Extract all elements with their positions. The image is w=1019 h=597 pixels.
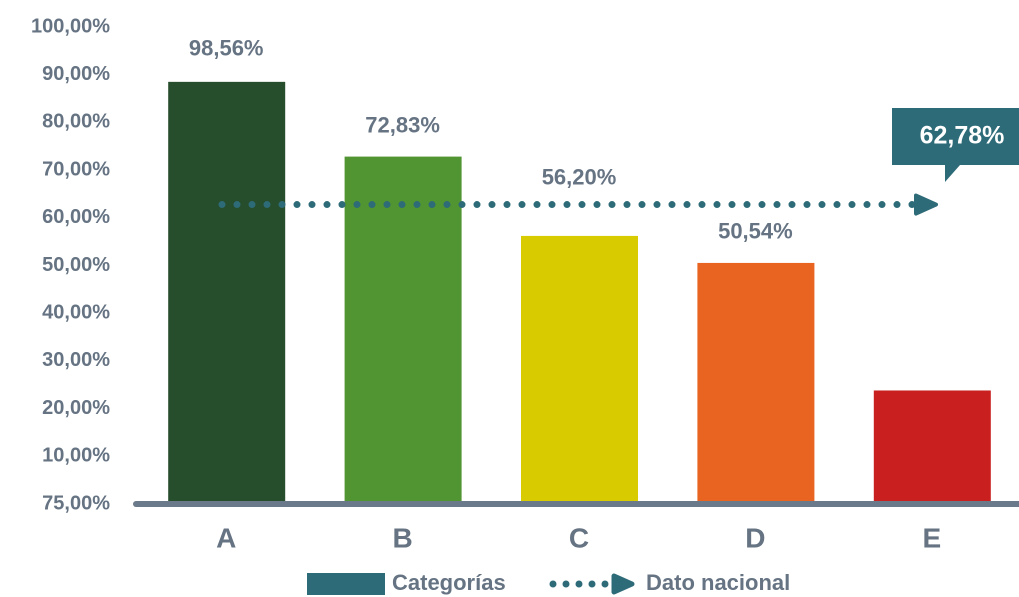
x-tick-label: D [745, 522, 765, 553]
bar [697, 262, 815, 504]
y-tick-label: 60,00% [42, 206, 110, 228]
legend-label: Dato nacional [646, 570, 790, 595]
y-tick-label: 40,00% [42, 301, 110, 323]
y-tick-label: 70,00% [42, 158, 110, 180]
legend-label: Categorías [392, 570, 506, 595]
y-tick-label: 30,00% [42, 349, 110, 371]
value-label: 50,54% [718, 219, 793, 244]
y-tick-label: 80,00% [42, 111, 110, 133]
annotation: 98,56% [189, 36, 264, 61]
y-tick-label: 75,00% [42, 492, 110, 514]
bar [168, 81, 286, 504]
legend-swatch [307, 573, 385, 595]
callout-label: 62,78% [920, 122, 1005, 150]
bar [873, 390, 991, 504]
national-arrow [914, 193, 938, 216]
y-tick-label: 10,00% [42, 445, 110, 467]
x-tick-label: A [216, 522, 236, 553]
legend-arrow [611, 573, 635, 595]
x-tick-label: E [922, 522, 941, 553]
bar [521, 235, 638, 504]
x-tick-label: B [392, 522, 412, 553]
y-tick-label: 90,00% [42, 63, 110, 85]
bar [344, 156, 462, 505]
y-tick-label: 20,00% [42, 397, 110, 419]
value-label: 72,83% [365, 112, 440, 137]
value-label: 56,20% [542, 164, 617, 189]
y-tick-label: 100,00% [31, 15, 110, 37]
callout-box [892, 108, 1019, 182]
y-tick-label: 50,00% [42, 254, 110, 276]
x-tick-label: C [569, 522, 589, 553]
